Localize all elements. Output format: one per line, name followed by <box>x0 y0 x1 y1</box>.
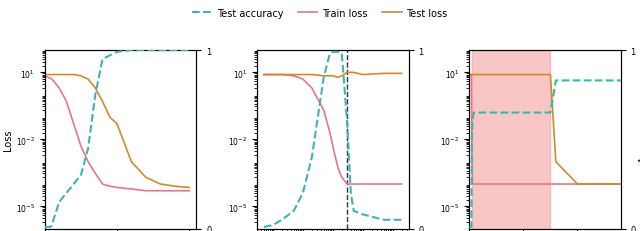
Y-axis label: Accuracy: Accuracy <box>639 118 640 162</box>
Y-axis label: Loss: Loss <box>3 129 13 150</box>
Legend: Test accuracy, Train loss, Test loss: Test accuracy, Train loss, Test loss <box>188 5 452 23</box>
